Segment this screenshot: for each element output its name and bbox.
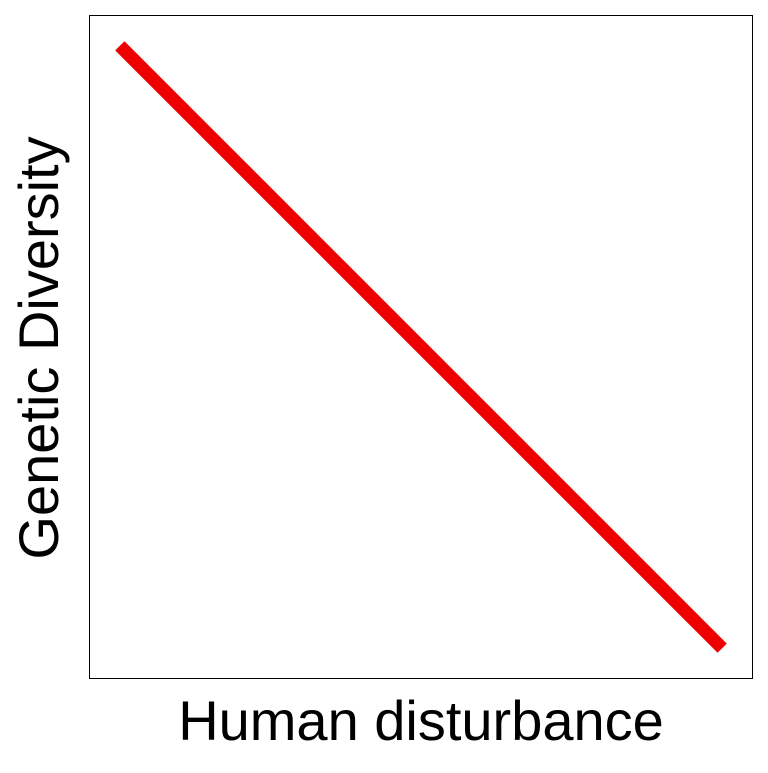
- series-layer: [115, 41, 727, 653]
- x-axis-label: Human disturbance: [178, 689, 664, 752]
- series-line-0: [115, 41, 727, 653]
- y-axis-label: Genetic Diversity: [7, 136, 70, 559]
